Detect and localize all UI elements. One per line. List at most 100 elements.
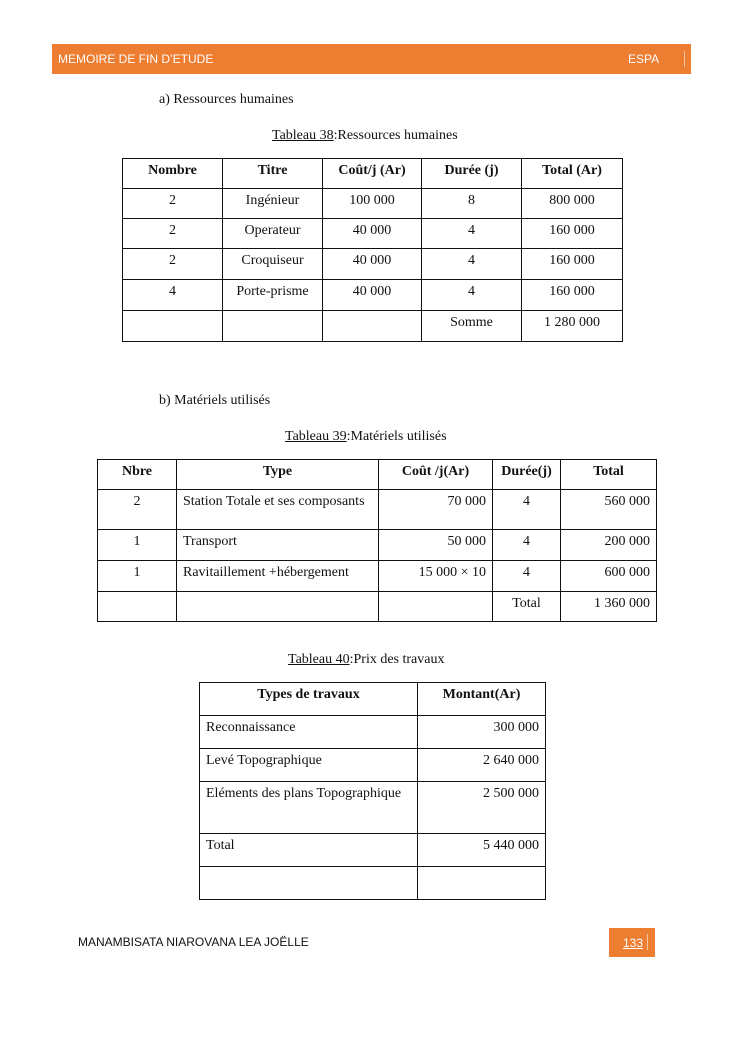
table-row: Total 1 360 000 (97, 591, 657, 622)
table-row: 2 Operateur 40 000 4 160 000 (122, 218, 623, 249)
table38-caption: Tableau 38:Ressources humaines (272, 128, 458, 144)
table-cell: Reconnaissance (199, 715, 418, 749)
header-school: ESPA (628, 52, 660, 66)
section-a-title: Ressources humaines (173, 92, 294, 107)
column-header: Titre (222, 158, 323, 189)
table-cell: 2 640 000 (417, 748, 546, 782)
table-38: Nombre Titre Coût/j (Ar) Durée (j) Total (Ar… (122, 158, 623, 342)
table38-ref: Tableau 38 (272, 128, 334, 143)
column-header: Type (176, 459, 379, 490)
column-header: Durée (j) (421, 158, 522, 189)
table-row: 2 Croquiseur 40 000 4 160 000 (122, 248, 623, 280)
table-cell: 160 000 (521, 218, 623, 249)
table-cell: Station Totale et ses composants (176, 489, 379, 530)
table-cell: 160 000 (521, 279, 623, 311)
table-cell: 40 000 (322, 279, 422, 311)
table-cell: 8 (421, 188, 522, 219)
table-cell: 800 000 (521, 188, 623, 219)
table-cell: 100 000 (322, 188, 422, 219)
table38-caption-text: :Ressources humaines (333, 128, 458, 143)
table40-caption: Tableau 40:Prix des travaux (288, 652, 444, 668)
header-divider (684, 51, 685, 67)
section-b-label: b) (159, 393, 171, 408)
table-row: Somme 1 280 000 (122, 310, 623, 342)
table-cell (222, 310, 323, 342)
header-title: MEMOIRE DE FIN D’ETUDE (58, 52, 214, 66)
table-cell: 50 000 (378, 529, 493, 561)
table-cell: 15 000 × 10 (378, 560, 493, 592)
table-cell: 1 280 000 (521, 310, 623, 342)
table-row: Levé Topographique 2 640 000 (199, 748, 546, 782)
table40-caption-text: :Prix des travaux (349, 652, 445, 667)
column-header: Montant(Ar) (417, 682, 546, 716)
table-cell: 40 000 (322, 248, 422, 280)
table-cell: 200 000 (560, 529, 657, 561)
table-cell: 4 (421, 279, 522, 311)
table-row: Eléments des plans Topographique 2 500 00… (199, 781, 546, 834)
table-row: 1 Ravitaillement +hébergement 15 000 × 10 4… (97, 560, 657, 592)
table-row: 2 Station Totale et ses composants 70 000 4… (97, 489, 657, 530)
section-b-title: Matériels utilisés (174, 393, 271, 408)
table-row: 2 Ingénieur 100 000 8 800 000 (122, 188, 623, 219)
table39-caption: Tableau 39:Matériels utilisés (285, 429, 447, 445)
table-cell: 5 440 000 (417, 833, 546, 867)
table-cell: 2 (97, 489, 177, 530)
column-header: Durée(j) (492, 459, 561, 490)
table-cell: Ravitaillement +hébergement (176, 560, 379, 592)
column-header: Total (560, 459, 657, 490)
table-cell: Ingénieur (222, 188, 323, 219)
table-cell: 2 (122, 218, 223, 249)
table-cell: 4 (421, 248, 522, 280)
table-cell: Eléments des plans Topographique (199, 781, 418, 834)
table-cell: 1 (97, 529, 177, 561)
table-cell: Croquiseur (222, 248, 323, 280)
table-cell: 2 (122, 248, 223, 280)
table-cell (176, 591, 379, 622)
column-header: Nombre (122, 158, 223, 189)
table-cell: 560 000 (560, 489, 657, 530)
footer-author: MANAMBISATA NIAROVANA LEA JOËLLE (78, 935, 309, 949)
table-cell: 300 000 (417, 715, 546, 749)
table-cell (122, 310, 223, 342)
column-header: Coût/j (Ar) (322, 158, 422, 189)
table-cell: 2 (122, 188, 223, 219)
table-cell: 70 000 (378, 489, 493, 530)
column-header: Total (Ar) (521, 158, 623, 189)
table-cell: 1 (97, 560, 177, 592)
table-cell: 2 500 000 (417, 781, 546, 834)
table-row (199, 866, 546, 900)
table-cell: 40 000 (322, 218, 422, 249)
table-cell: 4 (492, 560, 561, 592)
column-header: Nbre (97, 459, 177, 490)
table-row: Reconnaissance 300 000 (199, 715, 546, 749)
table-cell: Total (199, 833, 418, 867)
header-row: Nbre Type Coût /j(Ar) Durée(j) Total (97, 459, 657, 490)
page-number: 133 (623, 936, 644, 950)
table39-ref: Tableau 39 (285, 429, 347, 444)
table-40: Types de travaux Montant(Ar) Reconnaissanc… (199, 682, 546, 900)
table-cell: Transport (176, 529, 379, 561)
header-row: Types de travaux Montant(Ar) (199, 682, 546, 716)
column-header: Types de travaux (199, 682, 418, 716)
table-cell (417, 866, 546, 900)
table-cell: Levé Topographique (199, 748, 418, 782)
table-cell: 1 360 000 (560, 591, 657, 622)
page-number-divider (647, 934, 648, 950)
table-cell: 4 (122, 279, 223, 311)
section-a-label: a) (159, 92, 170, 107)
table-cell: Total (492, 591, 561, 622)
table40-ref: Tableau 40 (288, 652, 350, 667)
table39-caption-text: :Matériels utilisés (346, 429, 447, 444)
column-header: Coût /j(Ar) (378, 459, 493, 490)
table-cell: 160 000 (521, 248, 623, 280)
table-cell (97, 591, 177, 622)
table-cell (378, 591, 493, 622)
header-row: Nombre Titre Coût/j (Ar) Durée (j) Total (Ar… (122, 158, 623, 189)
table-cell: 4 (492, 529, 561, 561)
page-number-box: 133 (609, 928, 655, 957)
table-cell: Somme (421, 310, 522, 342)
table-cell: Porte-prisme (222, 279, 323, 311)
table-row: Total 5 440 000 (199, 833, 546, 867)
table-cell: Operateur (222, 218, 323, 249)
